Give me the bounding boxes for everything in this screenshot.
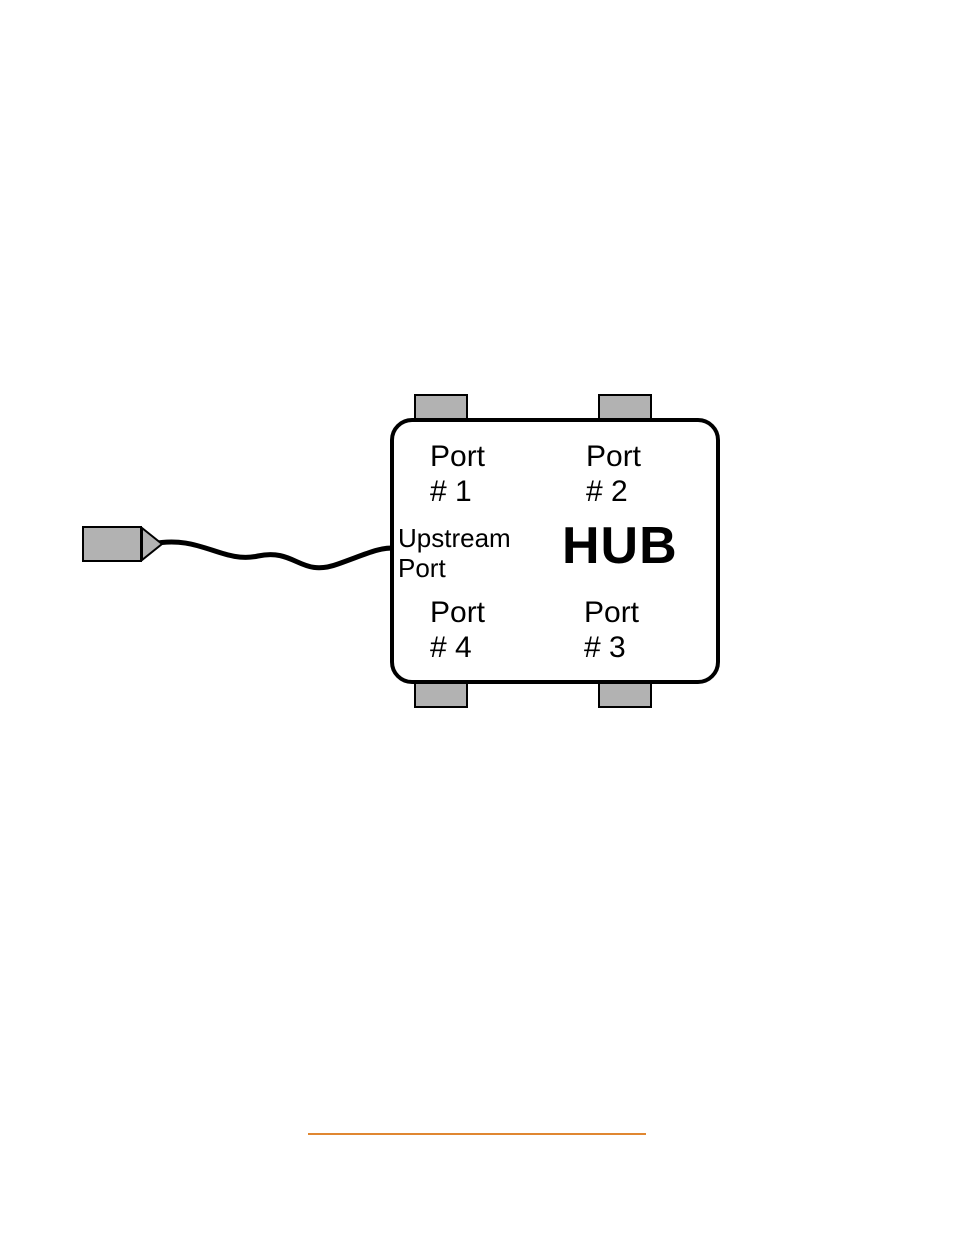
diagram-canvas: Port # 1 Port # 2 Port # 3 Port # 4 Upst… (0, 0, 954, 1235)
port-1-label: Port # 1 (430, 440, 485, 509)
port-2-label: Port # 2 (586, 440, 641, 509)
port-4-connector (414, 680, 468, 708)
cable-plug (82, 526, 142, 562)
cable-wire (152, 542, 392, 568)
port-3-label: Port # 3 (584, 596, 639, 665)
plug-tip (142, 528, 162, 560)
accent-rule (308, 1133, 646, 1135)
port-3-connector (598, 680, 652, 708)
hub-label: HUB (562, 516, 678, 576)
port-4-label: Port # 4 (430, 596, 485, 665)
upstream-port-label: Upstream Port (398, 524, 511, 584)
